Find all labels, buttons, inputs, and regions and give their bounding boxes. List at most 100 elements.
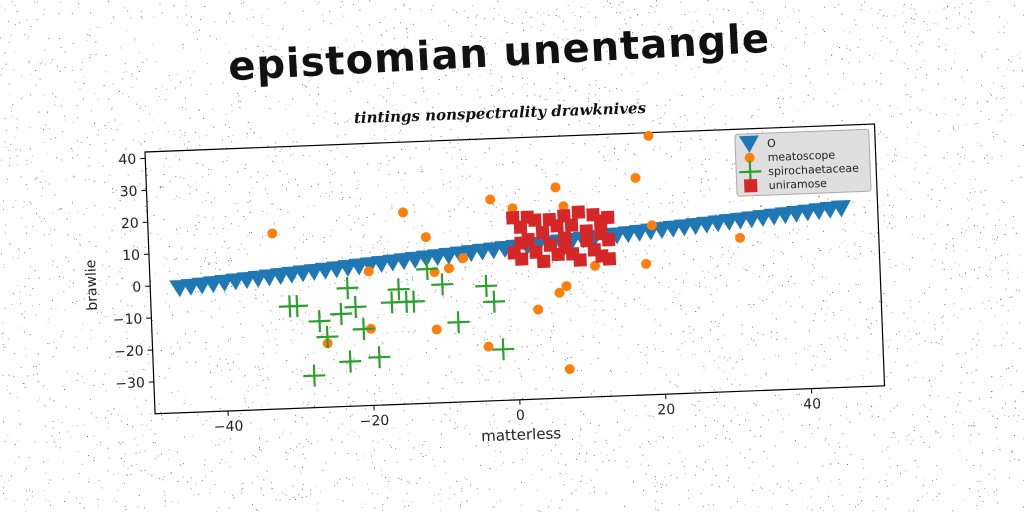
noise-dot bbox=[987, 1, 989, 2]
noise-dot bbox=[28, 35, 30, 37]
noise-dot bbox=[380, 243, 382, 245]
noise-dot bbox=[776, 483, 778, 485]
noise-dot bbox=[440, 489, 442, 490]
noise-dot bbox=[829, 294, 831, 296]
noise-dot bbox=[93, 459, 95, 461]
noise-dot bbox=[1019, 322, 1021, 324]
noise-dot bbox=[902, 12, 904, 14]
noise-dot bbox=[992, 131, 994, 133]
noise-dot bbox=[609, 249, 611, 251]
noise-dot bbox=[127, 96, 129, 98]
noise-dot bbox=[941, 317, 943, 318]
noise-dot bbox=[700, 138, 702, 140]
noise-dot bbox=[986, 155, 988, 157]
noise-dot bbox=[477, 365, 479, 366]
noise-dot bbox=[274, 352, 276, 354]
noise-dot bbox=[358, 184, 360, 185]
noise-dot bbox=[161, 12, 163, 14]
noise-dot bbox=[295, 179, 297, 181]
noise-dot bbox=[906, 138, 908, 140]
noise-dot bbox=[347, 433, 349, 435]
noise-dot bbox=[936, 23, 938, 25]
noise-dot bbox=[395, 309, 397, 311]
noise-dot bbox=[103, 85, 105, 87]
noise-dot bbox=[53, 400, 55, 402]
noise-dot bbox=[49, 398, 51, 400]
noise-dot bbox=[282, 280, 284, 282]
noise-dot bbox=[489, 468, 491, 470]
noise-dot bbox=[362, 145, 364, 147]
noise-dot bbox=[593, 455, 595, 457]
noise-dot bbox=[848, 319, 850, 321]
noise-dot bbox=[648, 206, 650, 208]
noise-dot bbox=[231, 110, 233, 112]
noise-dot bbox=[614, 132, 616, 134]
noise-dot bbox=[247, 151, 249, 153]
noise-dot bbox=[654, 476, 656, 478]
noise-dot bbox=[997, 417, 998, 419]
noise-dot bbox=[72, 157, 74, 159]
noise-dot bbox=[210, 125, 212, 127]
noise-dot bbox=[462, 278, 464, 280]
noise-dot bbox=[907, 126, 909, 128]
noise-dot bbox=[954, 52, 955, 54]
noise-dot bbox=[604, 291, 606, 293]
noise-dot bbox=[24, 34, 26, 36]
noise-dot bbox=[54, 229, 56, 231]
noise-dot bbox=[475, 16, 477, 18]
noise-dot bbox=[14, 136, 16, 138]
noise-dot bbox=[36, 177, 38, 179]
noise-dot bbox=[425, 310, 427, 312]
noise-dot bbox=[328, 350, 330, 352]
noise-dot bbox=[949, 166, 951, 168]
noise-dot bbox=[323, 20, 325, 22]
noise-dot bbox=[790, 96, 792, 98]
noise-dot bbox=[4, 307, 6, 309]
noise-dot bbox=[989, 268, 991, 270]
noise-dot bbox=[18, 249, 20, 251]
noise-dot bbox=[580, 288, 582, 290]
noise-dot bbox=[333, 66, 335, 68]
noise-dot bbox=[97, 312, 99, 314]
noise-dot bbox=[711, 484, 713, 486]
noise-dot bbox=[541, 468, 543, 470]
noise-dot bbox=[580, 411, 582, 413]
noise-dot bbox=[28, 37, 29, 39]
noise-dot bbox=[8, 338, 10, 340]
noise-dot bbox=[138, 382, 140, 384]
noise-dot bbox=[961, 276, 963, 278]
noise-dot bbox=[686, 34, 688, 36]
noise-dot bbox=[977, 103, 979, 105]
noise-dot bbox=[103, 373, 105, 375]
noise-dot bbox=[650, 261, 652, 262]
noise-dot bbox=[987, 276, 988, 277]
noise-dot bbox=[824, 31, 826, 33]
noise-dot bbox=[52, 264, 54, 266]
noise-dot bbox=[997, 67, 999, 69]
noise-dot bbox=[382, 503, 384, 505]
noise-dot bbox=[112, 473, 114, 475]
noise-dot bbox=[7, 434, 9, 436]
noise-dot bbox=[732, 163, 733, 165]
noise-dot bbox=[95, 417, 97, 419]
noise-dot bbox=[447, 182, 449, 184]
noise-dot bbox=[987, 162, 989, 164]
noise-dot bbox=[255, 90, 257, 92]
noise-dot bbox=[401, 281, 403, 283]
noise-dot bbox=[665, 484, 667, 486]
noise-dot bbox=[999, 16, 1001, 18]
noise-dot bbox=[346, 156, 348, 158]
noise-dot bbox=[728, 477, 730, 479]
noise-dot bbox=[43, 490, 45, 492]
noise-dot bbox=[215, 262, 217, 264]
noise-dot bbox=[646, 82, 648, 84]
noise-dot bbox=[348, 337, 350, 339]
noise-dot bbox=[351, 484, 353, 486]
noise-dot bbox=[905, 94, 907, 96]
noise-dot bbox=[374, 507, 376, 509]
noise-dot bbox=[420, 10, 422, 12]
noise-dot bbox=[13, 376, 15, 378]
noise-dot bbox=[48, 482, 50, 484]
noise-dot bbox=[637, 14, 638, 16]
noise-dot bbox=[731, 383, 733, 385]
